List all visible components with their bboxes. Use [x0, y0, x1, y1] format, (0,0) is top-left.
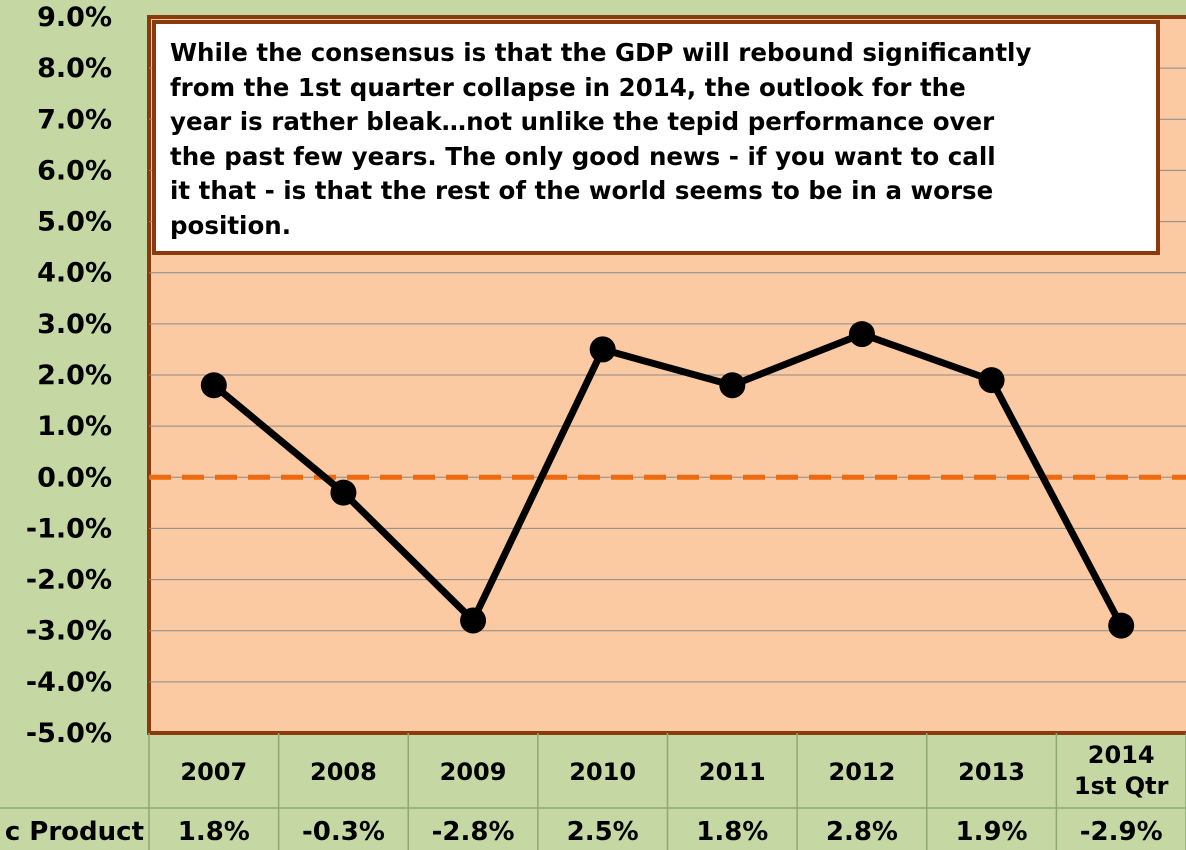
x-category-label: 2011: [699, 758, 766, 786]
y-tick-label: 6.0%: [37, 155, 112, 186]
y-tick-label: 5.0%: [37, 207, 112, 238]
y-tick-label: 4.0%: [37, 258, 112, 289]
data-point: [460, 607, 487, 634]
y-tick-label: 8.0%: [37, 53, 112, 84]
y-tick-label: 0.0%: [37, 462, 112, 493]
chart-annotation: While the consensus is that the GDP will…: [152, 20, 1160, 255]
series-line: [211, 330, 1125, 628]
data-table-value: -2.9%: [1080, 817, 1163, 847]
y-tick-label: -1.0%: [26, 513, 112, 544]
data-point: [978, 367, 1005, 394]
data-point: [848, 321, 875, 348]
y-tick-label: 9.0%: [37, 2, 112, 33]
data-table-value: 1.8%: [696, 817, 768, 847]
y-tick-label: -3.0%: [26, 616, 112, 647]
x-category-label: 2013: [958, 758, 1025, 786]
data-table-value: 2.5%: [567, 817, 639, 847]
y-tick-label: 7.0%: [37, 104, 112, 135]
x-category-label: 2010: [569, 758, 636, 786]
data-table-value: -0.3%: [302, 817, 385, 847]
y-tick-label: -5.0%: [26, 718, 112, 749]
y-tick-label: -2.0%: [26, 565, 112, 596]
data-point: [200, 372, 227, 399]
x-category-label: 2014 1st Qtr: [1074, 741, 1169, 800]
data-point: [719, 372, 746, 399]
y-tick-label: 1.0%: [37, 411, 112, 442]
data-point: [589, 336, 616, 363]
data-point: [330, 479, 357, 506]
data-table-value: 1.9%: [956, 817, 1028, 847]
y-tick-label: -4.0%: [26, 667, 112, 698]
x-category-label: 2007: [180, 758, 247, 786]
data-table-value: 1.8%: [178, 817, 250, 847]
x-category-label: 2008: [310, 758, 377, 786]
y-tick-label: 2.0%: [37, 360, 112, 391]
data-point: [1108, 612, 1135, 639]
data-table-value: -2.8%: [432, 817, 515, 847]
x-category-label: 2009: [440, 758, 507, 786]
y-tick-label: 3.0%: [37, 309, 112, 340]
series-row-label: c Product: [5, 817, 144, 847]
x-category-label: 2012: [829, 758, 896, 786]
data-table-value: 2.8%: [826, 817, 898, 847]
